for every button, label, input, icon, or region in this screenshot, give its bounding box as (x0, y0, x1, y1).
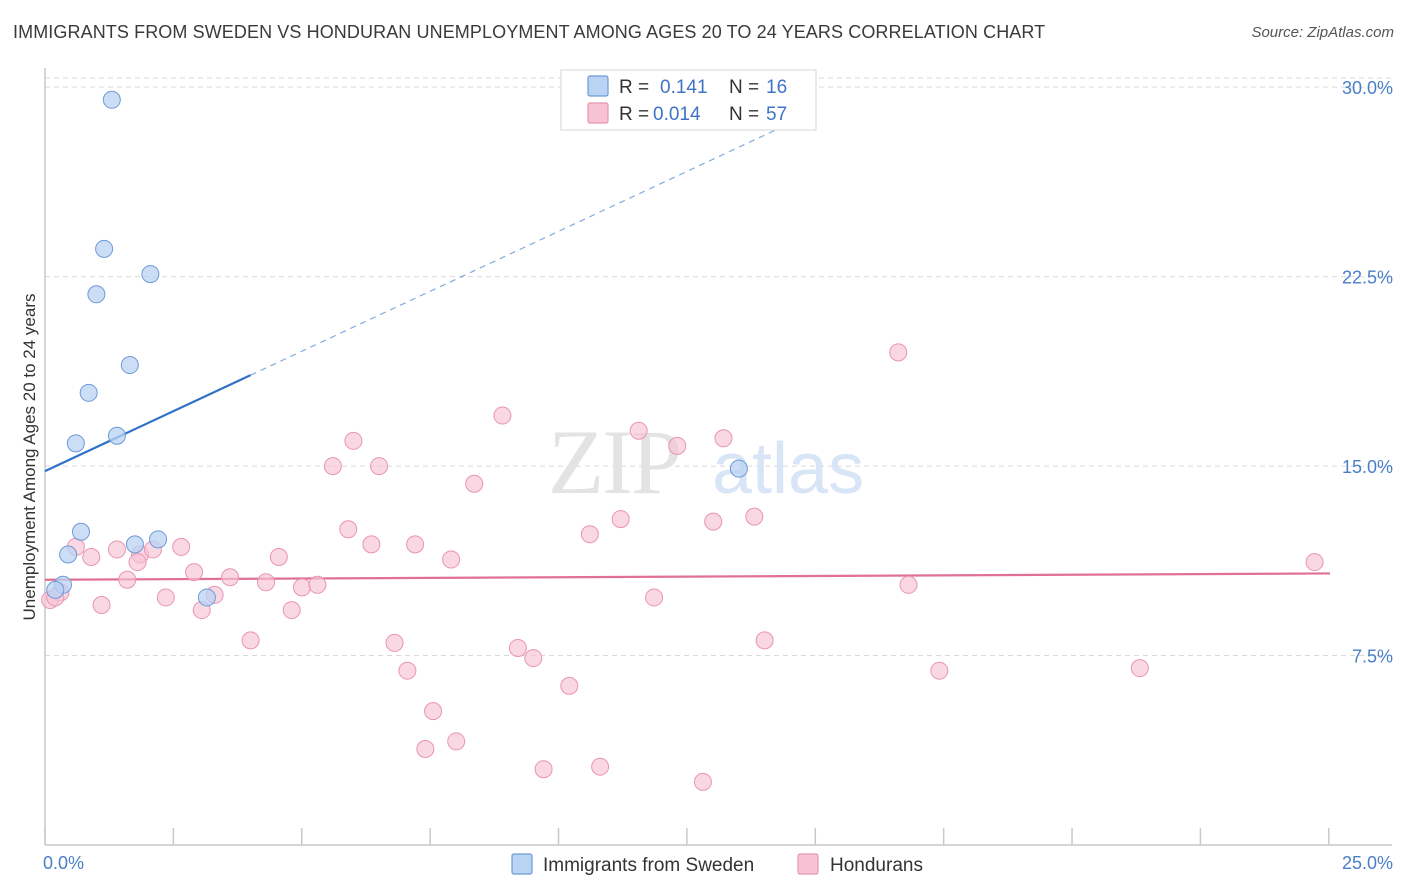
axes: 7.5% 15.0% 22.5% 30.0% 0.0% 25.0% (43, 68, 1393, 873)
point-honduras (1305, 553, 1324, 572)
point-honduras (323, 457, 342, 476)
point-honduras (447, 732, 466, 751)
trend-line-sweden (44, 374, 252, 473)
y-tick-label: 30.0% (1342, 78, 1393, 98)
point-honduras (282, 601, 301, 620)
point-honduras (118, 570, 137, 589)
x-tick-label-min: 0.0% (43, 853, 84, 873)
legend-n-value-honduras: 57 (766, 104, 787, 125)
legend-r-label-honduras: R = (619, 104, 649, 125)
point-honduras (128, 553, 147, 572)
point-sweden (141, 265, 160, 284)
point-sweden (197, 588, 216, 607)
legend-n-value-sweden: 16 (766, 77, 787, 98)
point-honduras (524, 649, 543, 668)
legend-r-label-sweden: R = (619, 77, 649, 98)
point-honduras (362, 535, 381, 554)
point-sweden (71, 522, 90, 541)
point-honduras (899, 575, 918, 594)
point-sweden (729, 459, 748, 478)
point-sweden (102, 90, 121, 109)
bottom-legend-swatch-sweden (511, 853, 533, 875)
watermark: ZIP atlas (548, 411, 864, 513)
point-honduras (591, 757, 610, 776)
point-honduras (269, 548, 288, 567)
legend-n-label-honduras: N = (729, 104, 759, 125)
point-honduras (930, 661, 949, 680)
trend-line-sweden-extension (250, 110, 817, 376)
point-honduras (629, 421, 648, 440)
legend-n-label-sweden: N = (729, 77, 759, 98)
point-honduras (580, 525, 599, 544)
point-sweden (149, 530, 168, 549)
chart-source: Source: ZipAtlas.com (1251, 24, 1394, 41)
y-tick-label: 22.5% (1342, 268, 1393, 288)
y-axis-label: Unemployment Among Ages 20 to 24 years (20, 294, 39, 621)
point-honduras (693, 772, 712, 791)
point-honduras (92, 596, 111, 615)
legend-swatch-honduras (587, 102, 609, 124)
point-honduras (156, 588, 175, 607)
point-honduras (416, 740, 435, 759)
point-sweden (79, 383, 98, 402)
y-tick-label: 7.5% (1352, 647, 1393, 667)
data-points (41, 90, 1324, 791)
point-honduras (339, 520, 358, 539)
point-honduras (344, 431, 363, 450)
point-honduras (308, 575, 327, 594)
point-honduras (107, 540, 126, 559)
point-honduras (385, 633, 404, 652)
point-sweden (125, 535, 144, 554)
point-honduras (668, 436, 687, 455)
bottom-legend-swatch-honduras (797, 853, 819, 875)
point-sweden (66, 434, 85, 453)
point-honduras (611, 510, 630, 529)
point-honduras (398, 661, 417, 680)
y-tick-label: 15.0% (1342, 457, 1393, 477)
point-honduras (745, 507, 764, 526)
point-sweden (107, 426, 126, 445)
legend-r-value-honduras: 0.014 (653, 104, 701, 125)
bottom-legend-label-honduras: Hondurans (830, 855, 923, 876)
point-honduras (755, 631, 774, 650)
point-honduras (1130, 659, 1149, 678)
point-sweden (46, 580, 65, 599)
point-honduras (221, 568, 240, 587)
point-honduras (534, 760, 553, 779)
point-sweden (95, 239, 114, 258)
bottom-legend: Immigrants from Sweden Hondurans (511, 853, 923, 876)
point-honduras (508, 638, 527, 657)
legend: R = 0.141 N = 16 R = 0.014 N = 57 (560, 69, 817, 131)
trend-lines (44, 110, 1331, 581)
point-honduras (257, 573, 276, 592)
point-honduras (406, 535, 425, 554)
point-honduras (645, 588, 664, 607)
point-honduras (172, 537, 191, 556)
point-honduras (370, 457, 389, 476)
point-honduras (465, 474, 484, 493)
point-honduras (424, 702, 443, 721)
point-honduras (714, 429, 733, 448)
point-sweden (120, 356, 139, 375)
point-honduras (442, 550, 461, 569)
point-honduras (493, 406, 512, 425)
legend-r-value-sweden: 0.141 (660, 77, 708, 98)
point-honduras (241, 631, 260, 650)
x-tick-label-max: 25.0% (1342, 853, 1393, 873)
point-honduras (560, 676, 579, 695)
point-honduras (293, 578, 311, 597)
bottom-legend-label-sweden: Immigrants from Sweden (543, 855, 754, 876)
watermark-zip: ZIP (548, 411, 680, 513)
point-honduras (82, 548, 101, 567)
point-sweden (59, 545, 78, 564)
point-honduras (704, 512, 723, 531)
point-honduras (185, 563, 204, 582)
point-sweden (87, 285, 106, 304)
point-honduras (889, 343, 908, 362)
chart-title: IMMIGRANTS FROM SWEDEN VS HONDURAN UNEMP… (13, 22, 1046, 42)
grid-lines (45, 77, 1392, 657)
legend-swatch-sweden (587, 75, 609, 97)
